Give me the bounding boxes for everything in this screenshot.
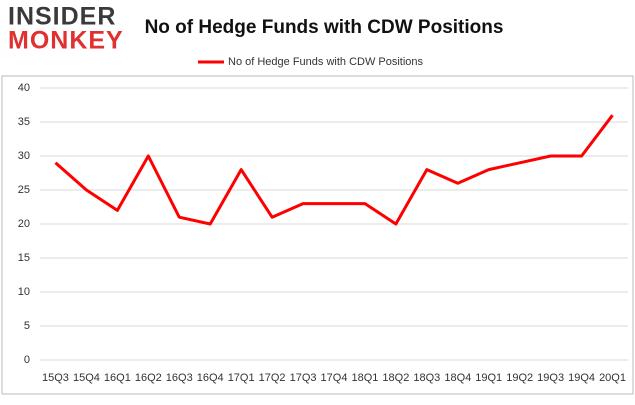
y-tick-label: 5: [24, 320, 30, 332]
plot-frame: [1, 75, 634, 395]
x-tick-label: 16Q4: [197, 372, 224, 384]
x-tick-label: 16Q2: [135, 372, 162, 384]
x-tick-label: 19Q1: [475, 372, 502, 384]
x-tick-label: 17Q3: [290, 372, 317, 384]
series-line: [54, 114, 614, 226]
x-tick-label: 19Q2: [506, 372, 533, 384]
x-tick-label: 17Q1: [228, 372, 255, 384]
y-tick-label: 20: [18, 218, 30, 230]
x-tick-label: 16Q1: [104, 372, 131, 384]
y-tick-label: 40: [18, 82, 30, 94]
x-tick-label: 16Q3: [166, 372, 193, 384]
y-tick-label: 0: [24, 354, 30, 366]
x-tick-label: 18Q4: [444, 372, 471, 384]
legend-label: No of Hedge Funds with CDW Positions: [228, 56, 424, 68]
x-tick-label: 19Q3: [537, 372, 564, 384]
y-tick-label: 35: [18, 116, 30, 128]
x-tick-label: 18Q2: [382, 372, 409, 384]
x-tick-label: 17Q2: [259, 372, 286, 384]
x-tick-label: 15Q4: [73, 372, 100, 384]
chart-title: No of Hedge Funds with CDW Positions: [145, 17, 504, 38]
y-tick-label: 25: [18, 184, 30, 196]
y-tick-label: 10: [18, 286, 30, 298]
x-tick-label: 18Q3: [413, 372, 440, 384]
y-tick-label: 15: [18, 252, 30, 264]
x-tick-label: 20Q1: [599, 372, 626, 384]
x-tick-label: 19Q4: [568, 372, 595, 384]
x-tick-label: 17Q4: [321, 372, 348, 384]
x-tick-label: 15Q3: [42, 372, 69, 384]
logo-line2: MONKEY: [8, 27, 124, 55]
logo-line1: INSIDER: [8, 3, 116, 31]
x-tick-label: 18Q1: [351, 372, 378, 384]
y-tick-label: 30: [18, 150, 30, 162]
